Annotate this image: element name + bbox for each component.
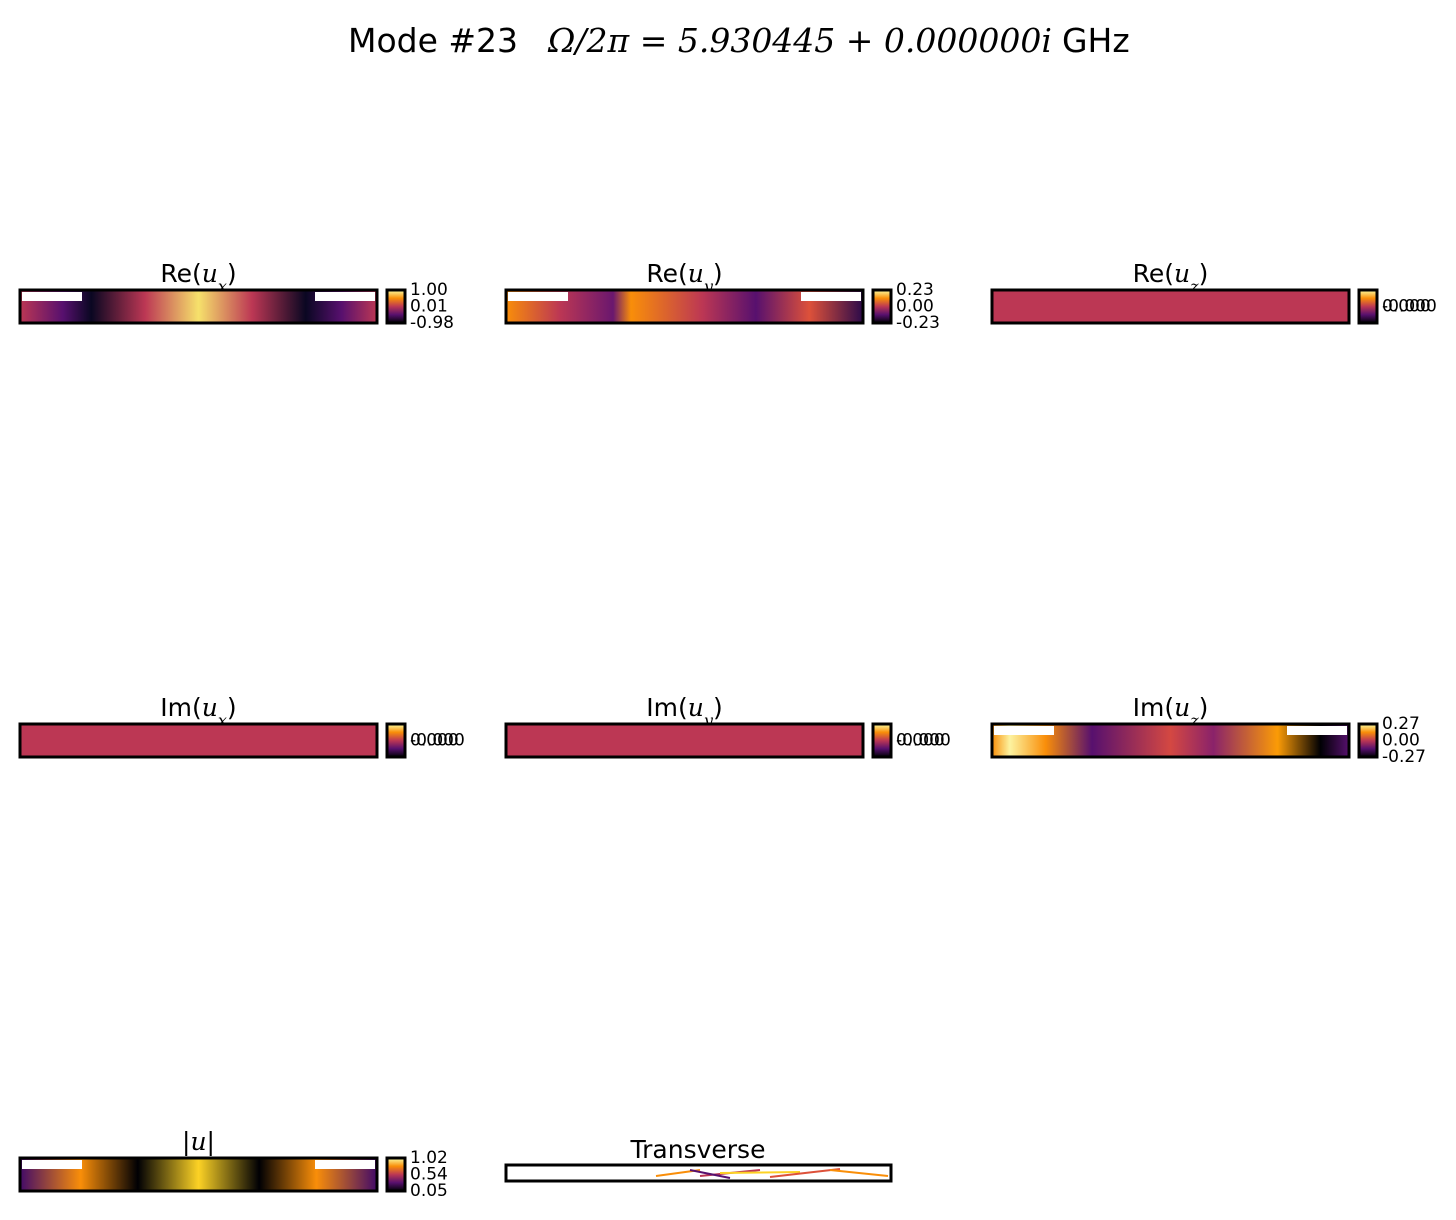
colorbar	[385, 1156, 407, 1193]
field-map	[20, 724, 377, 757]
frame	[18, 288, 379, 325]
mask	[22, 1160, 82, 1169]
panel-title: Re(uz)	[1133, 259, 1209, 296]
colorbar-tick-label: 0.000	[1382, 297, 1431, 317]
mask	[508, 292, 568, 301]
colorbar	[1357, 722, 1379, 759]
colorbar-tick-label: 0.000	[896, 731, 945, 751]
mask	[801, 292, 861, 301]
colorbar-tick-label: -0.23	[896, 313, 940, 333]
panel: Im(uz) 0.270.00-0.27	[990, 693, 1426, 767]
colorbar	[871, 288, 893, 325]
frame	[504, 288, 865, 325]
colorbar-tick-label: -0.000	[896, 731, 951, 751]
panel: Re(uy) 0.230.00-0.23	[504, 259, 940, 333]
colorbar-tick-label: 0.27	[1382, 714, 1420, 734]
frame	[18, 722, 379, 759]
colorbar-tick-label: 0.000	[410, 731, 459, 751]
panel-title: Im(uy)	[646, 693, 722, 730]
panel: |u| 1.020.540.05	[18, 1127, 448, 1201]
colorbar-tick-label: -0.000	[1382, 297, 1437, 317]
colorbar-tick-label: 0.01	[410, 297, 448, 317]
colorbar	[385, 288, 407, 325]
frame	[990, 722, 1351, 759]
colorbar-tick-label: 0.05	[410, 1181, 448, 1201]
mask	[315, 1160, 375, 1169]
frame	[18, 1156, 379, 1193]
colorbar-tick-label: -0.27	[1382, 747, 1426, 767]
panel: Im(ux) -0.0000.000	[18, 693, 465, 759]
colorbar-tick-label: 0.00	[1382, 731, 1420, 751]
colorbar	[1357, 288, 1379, 325]
colorbar-tick-label: -0.98	[410, 313, 454, 333]
colorbar-tick-label: 1.00	[410, 280, 448, 300]
panel: Re(ux) 1.000.01-0.98	[18, 259, 454, 333]
transverse-panel: Transverse	[504, 1135, 893, 1183]
field-map	[992, 290, 1349, 323]
colorbar	[385, 722, 407, 759]
panel-title: Re(ux)	[160, 259, 236, 296]
colorbar-tick-label: -0.000	[410, 731, 465, 751]
colorbar-tick-label: 1.02	[410, 1148, 448, 1168]
frame	[504, 722, 865, 759]
figure-title: Mode #23 Ω/2π = 5.930445 + 0.000000i GHz	[348, 21, 1130, 60]
colorbar-tick-label: 0.54	[410, 1165, 448, 1185]
panel-title: |u|	[182, 1127, 215, 1156]
colorbar	[871, 722, 893, 759]
panel-title: Re(uy)	[646, 259, 722, 296]
mask	[22, 292, 82, 301]
field-map	[506, 724, 863, 757]
mask	[315, 292, 375, 301]
frame	[990, 288, 1351, 325]
colorbar-tick-label: 0.23	[896, 280, 934, 300]
colorbar-tick-label: 0.00	[896, 297, 934, 317]
panel-title: Im(ux)	[160, 693, 236, 730]
panel-title: Im(uz)	[1133, 693, 1209, 730]
panel: Im(uy) -0.0000.000	[504, 693, 951, 759]
panel: Re(uz) -0.0000.000	[990, 259, 1437, 325]
mask	[1287, 726, 1347, 735]
panel-title: Transverse	[630, 1135, 766, 1164]
mask	[994, 726, 1054, 735]
